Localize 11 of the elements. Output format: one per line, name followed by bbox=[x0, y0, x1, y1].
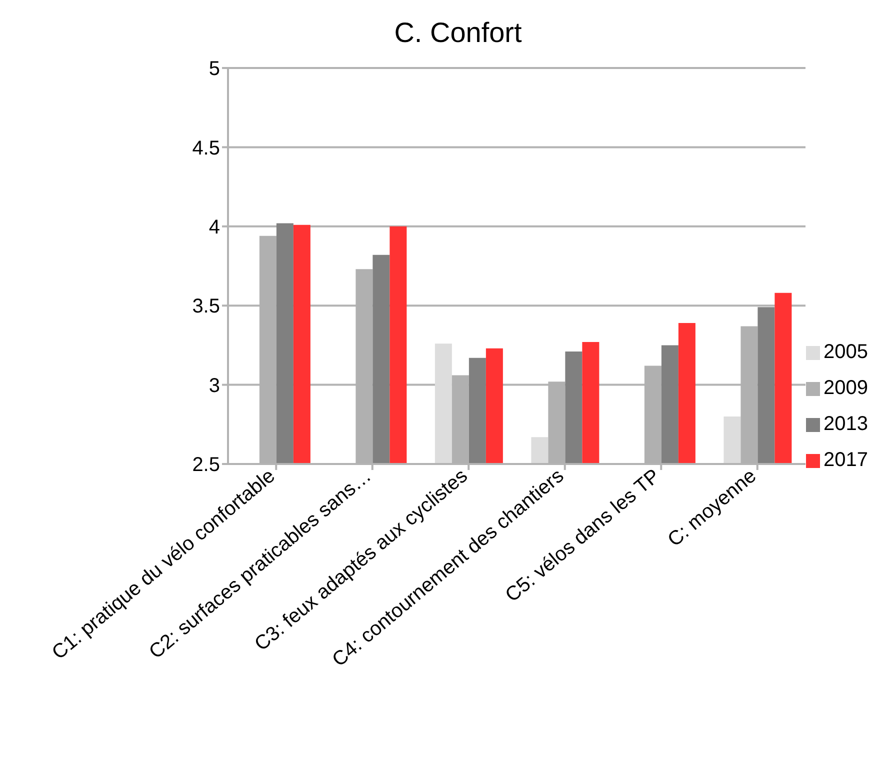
y-tick-label: 4 bbox=[208, 216, 220, 238]
legend-label: 2009 bbox=[824, 377, 868, 399]
y-tick-label: 2.5 bbox=[192, 454, 220, 476]
y-tick-label: 3 bbox=[208, 374, 220, 397]
y-tick-label: 4.5 bbox=[192, 137, 220, 160]
legend-label: 2013 bbox=[824, 413, 868, 435]
legend-label: 2005 bbox=[824, 341, 868, 363]
y-tick-label: 3.5 bbox=[192, 296, 220, 318]
legend-label: 2017 bbox=[824, 449, 868, 471]
chart-title: C. Confort bbox=[393, 16, 523, 50]
y-tick-label: 5 bbox=[208, 58, 220, 80]
